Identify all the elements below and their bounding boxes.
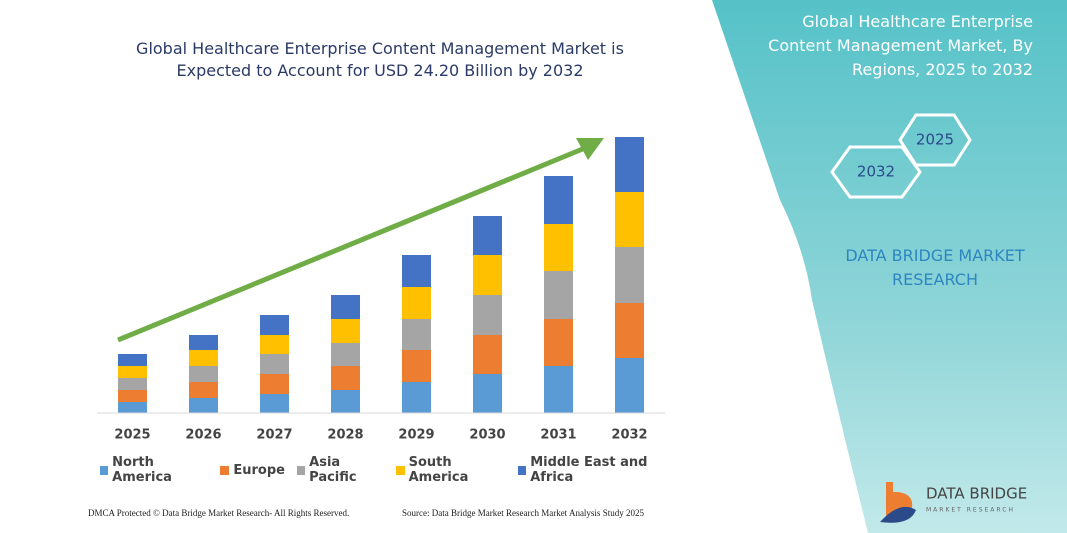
bar-segment bbox=[331, 343, 360, 366]
bar-segment bbox=[260, 354, 289, 374]
bar-segment bbox=[118, 378, 147, 390]
bar-segment bbox=[544, 176, 573, 224]
bar-segment bbox=[615, 247, 644, 303]
legend-swatch bbox=[296, 465, 306, 475]
bar-segment bbox=[189, 382, 218, 398]
bar-segment bbox=[260, 315, 289, 335]
bar-segment bbox=[615, 137, 644, 192]
bar-segment bbox=[402, 319, 431, 350]
bar-segment bbox=[331, 366, 360, 390]
legend-item: North America bbox=[100, 455, 208, 485]
bar-segment bbox=[615, 303, 644, 358]
logo-tagline: MARKET RESEARCH bbox=[926, 507, 1015, 514]
bar-segment bbox=[402, 350, 431, 382]
bar-segment bbox=[118, 402, 147, 413]
bar-segment bbox=[331, 319, 360, 343]
side-title: Global Healthcare Enterprise Content Man… bbox=[768, 12, 1033, 79]
x-tick-label: 2028 bbox=[327, 428, 363, 443]
bar-segment bbox=[260, 335, 289, 354]
legend: North America Europe Asia Pacific South Ame… bbox=[100, 455, 680, 485]
bar-segment bbox=[473, 335, 502, 374]
bar-segment bbox=[402, 382, 431, 413]
bar-segment bbox=[473, 295, 502, 335]
bar-segment bbox=[331, 390, 360, 413]
chart-title: Global Healthcare Enterprise Content Man… bbox=[136, 39, 624, 80]
legend-label: North America bbox=[112, 455, 172, 485]
hexagon bbox=[898, 113, 972, 167]
bar-segment bbox=[260, 374, 289, 394]
bar-segment bbox=[544, 319, 573, 366]
x-tick-label: 2027 bbox=[256, 428, 292, 443]
logo-icon bbox=[880, 506, 916, 523]
x-tick-label: 2029 bbox=[398, 428, 434, 443]
x-tick-label: 2032 bbox=[611, 428, 647, 443]
x-tick-label: 2030 bbox=[469, 428, 505, 443]
brand: DATA BRIDGE MARKET RESEARCH bbox=[845, 246, 1025, 289]
legend-swatch bbox=[518, 465, 527, 475]
bar-segment bbox=[615, 192, 644, 247]
bar-segment bbox=[260, 394, 289, 413]
bar-segment bbox=[402, 255, 431, 287]
x-tick-label: 2031 bbox=[540, 428, 576, 443]
legend-label: South America bbox=[408, 455, 469, 485]
bar-segment bbox=[189, 350, 218, 366]
bar-segment bbox=[473, 216, 502, 255]
bar-segment bbox=[118, 390, 147, 402]
hexagon bbox=[830, 145, 922, 199]
bar-segment bbox=[402, 287, 431, 319]
legend-label: Europe bbox=[233, 462, 285, 478]
bar-segment bbox=[189, 366, 218, 382]
trend-arrow bbox=[117, 145, 586, 343]
footer-left: DMCA Protected © Data Bridge Market Rese… bbox=[88, 508, 350, 518]
hexagon-label: 2032 bbox=[857, 163, 895, 181]
bar-segment bbox=[544, 224, 573, 271]
bar-segment bbox=[615, 358, 644, 413]
bar-segment bbox=[473, 255, 502, 295]
legend-item: Asia Pacific bbox=[296, 455, 384, 485]
legend-label: Asia Pacific bbox=[309, 455, 357, 485]
hexagon-label: 2025 bbox=[916, 131, 954, 149]
bar-segment bbox=[189, 335, 218, 350]
bar-segment bbox=[118, 354, 147, 366]
x-tick-label: 2025 bbox=[114, 428, 150, 443]
x-tick-label: 2026 bbox=[185, 428, 221, 443]
bar-segment bbox=[473, 374, 502, 413]
trend-arrowhead bbox=[576, 138, 604, 160]
footer-right: Source: Data Bridge Market Research Mark… bbox=[402, 508, 644, 518]
legend-item: South America bbox=[396, 455, 506, 485]
bar-segment bbox=[544, 271, 573, 319]
side-panel-bg bbox=[712, 0, 1067, 533]
legend-label: Middle East and Africa bbox=[530, 455, 648, 485]
legend-item: Europe bbox=[220, 455, 285, 485]
bar-segment bbox=[118, 366, 147, 378]
legend-swatch bbox=[220, 465, 230, 475]
logo-name: DATA BRIDGE bbox=[926, 485, 1027, 503]
bar-segment bbox=[544, 366, 573, 413]
legend-item: Middle East and Africa bbox=[518, 455, 680, 485]
bar-segment bbox=[331, 295, 360, 319]
bar-segment bbox=[189, 398, 218, 413]
legend-swatch bbox=[396, 465, 405, 475]
legend-swatch bbox=[100, 465, 109, 475]
